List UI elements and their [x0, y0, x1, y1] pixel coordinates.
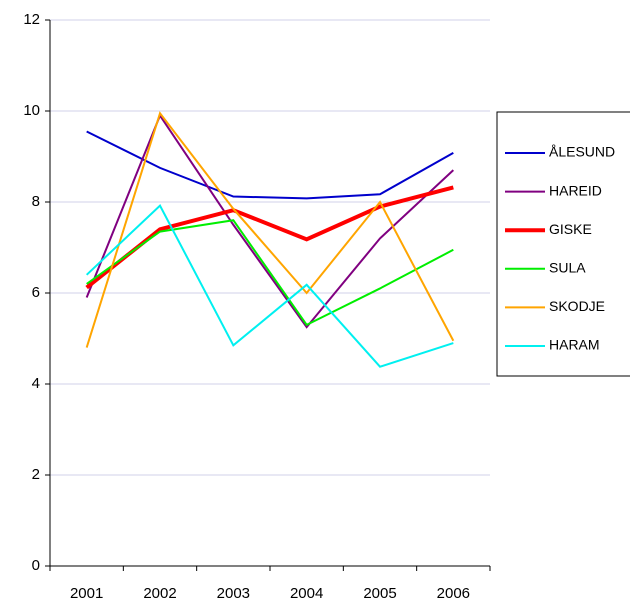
legend-label: SULA [549, 260, 586, 276]
x-tick-label: 2006 [437, 585, 470, 601]
y-tick-label: 10 [23, 102, 40, 119]
legend-label: GISKE [549, 221, 592, 237]
y-tick-label: 8 [32, 193, 40, 210]
x-tick-label: 2005 [363, 585, 396, 601]
legend-label: HAREID [549, 182, 602, 198]
x-tick-label: 2004 [290, 585, 323, 601]
x-tick-label: 2002 [143, 585, 176, 601]
series-line [85, 113, 455, 329]
series-line [85, 204, 454, 368]
y-tick-label: 0 [32, 557, 40, 574]
series-line [86, 219, 454, 327]
x-tick-label: 2003 [217, 585, 250, 601]
legend-label: SKODJE [549, 298, 605, 314]
y-tick-label: 12 [23, 11, 40, 28]
x-tick-label: 2001 [70, 585, 103, 601]
legend-box [496, 111, 630, 377]
y-tick-label: 6 [32, 284, 40, 301]
y-tick-label: 4 [32, 375, 40, 392]
series-line [85, 111, 455, 348]
legend-label: HARAM [549, 337, 600, 353]
y-tick-label: 2 [32, 466, 40, 483]
series-line [85, 185, 454, 290]
legend-label: ÅLESUND [549, 144, 615, 160]
series-line [86, 130, 454, 200]
